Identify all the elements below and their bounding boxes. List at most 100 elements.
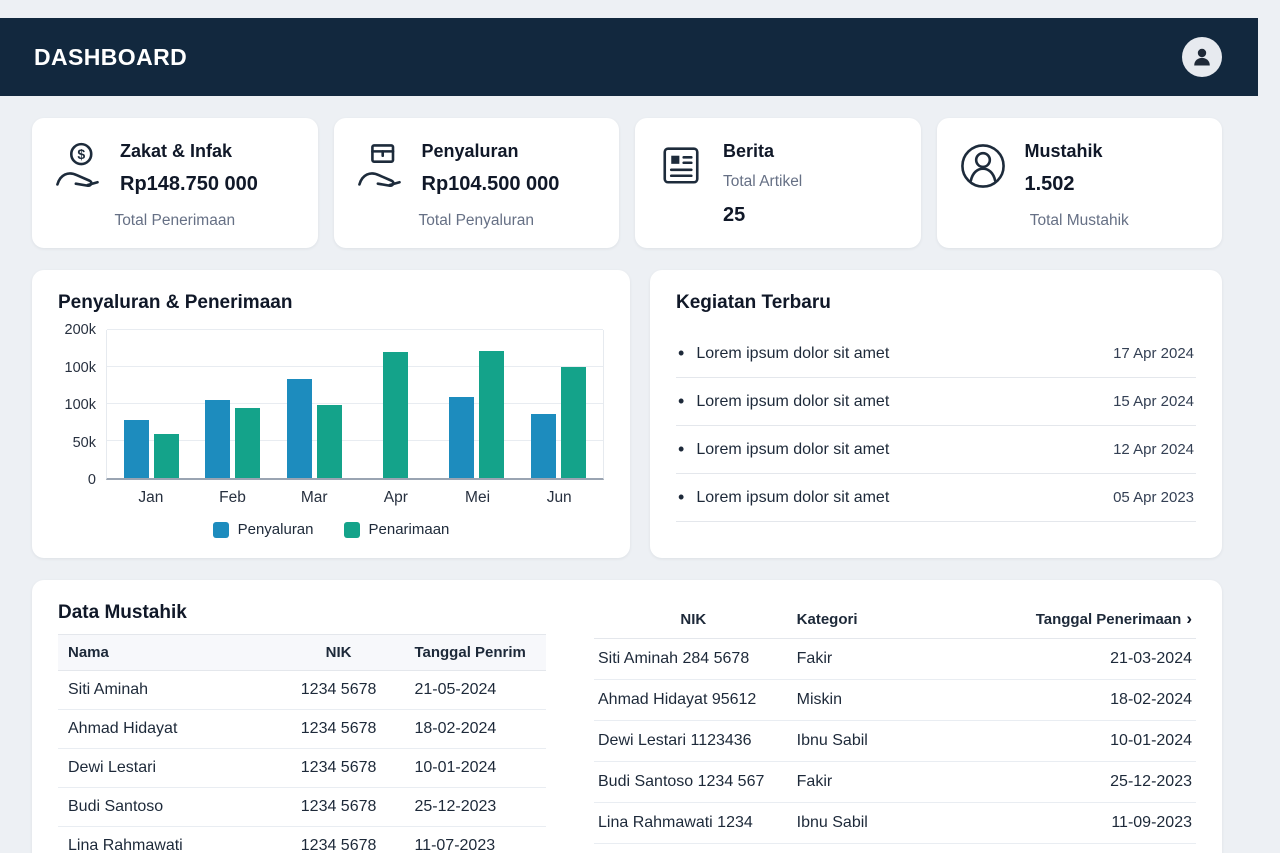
activity-item: • Lorem ipsum dolor sit amet 15 Apr 2024 bbox=[676, 378, 1196, 426]
y-tick-label: 200k bbox=[64, 322, 96, 338]
bar-penyaluran-jan bbox=[124, 419, 150, 478]
table-cell: Dewi Lestari 1123436 bbox=[594, 720, 793, 762]
y-axis: 200k 100k 100k 50k 0 bbox=[58, 322, 106, 488]
table-cell: 11-09-2023 bbox=[997, 802, 1196, 844]
table-cell: 10-01-2024 bbox=[997, 720, 1196, 762]
column-header-label: Kategori bbox=[796, 610, 858, 628]
stat-subtitle: Total Mustahik bbox=[1029, 212, 1129, 229]
bar-plot bbox=[106, 329, 604, 480]
y-tick-label: 50k bbox=[72, 434, 96, 451]
bar-group-apr bbox=[355, 330, 436, 478]
stat-value: Rp104.500 000 bbox=[421, 173, 560, 195]
legend-swatch bbox=[212, 521, 229, 538]
chevron-right-icon: › bbox=[1186, 609, 1192, 628]
table-cell: 25-12-2023 bbox=[404, 787, 546, 827]
table-cell: 25-12-2023 bbox=[997, 761, 1196, 803]
table-row: Dewi Lestari 1234 5678 10-01-2024 bbox=[58, 748, 546, 788]
bar-penyaluran-mar bbox=[286, 378, 312, 478]
page-title: DASHBOARD bbox=[34, 43, 188, 70]
stat-value: 25 bbox=[723, 204, 746, 226]
table-cell: 18-02-2024 bbox=[997, 679, 1196, 721]
x-tick-label: Mei bbox=[465, 489, 491, 506]
chart-title: Penyaluran & Penerimaan bbox=[58, 292, 293, 313]
column-header-label: NIK bbox=[680, 610, 707, 628]
stat-label: Total Artikel bbox=[723, 173, 803, 190]
column-header-label: NIK bbox=[325, 644, 352, 661]
table-cell: Miskin bbox=[792, 679, 998, 721]
activity-item: • Lorem ipsum dolor sit amet 17 Apr 2024 bbox=[676, 330, 1196, 378]
activities-title: Kegiatan Terbaru bbox=[676, 292, 831, 313]
table-cell: 1234 5678 bbox=[272, 709, 405, 749]
column-header-label: Tanggal Penrim bbox=[414, 644, 526, 661]
main-content: $ Zakat & Infak Rp148.750 000 Total Pene… bbox=[0, 96, 1280, 853]
table-row: Lina Rahmawati 1234 Ibnu Sabil 11-09-2023 bbox=[594, 802, 1196, 844]
activity-text: Lorem ipsum dolor sit amet bbox=[696, 488, 890, 506]
table-cell: Ibnu Sabil bbox=[792, 720, 998, 762]
user-avatar-icon bbox=[1190, 45, 1214, 69]
x-tick-label: Jun bbox=[546, 489, 572, 506]
table-row: Siti Aminah 284 5678 Fakir 21-03-2024 bbox=[594, 638, 1196, 680]
column-header-tanggal-penerimaan[interactable]: Tanggal Penerimaan › bbox=[997, 600, 1196, 639]
stat-card-mustahik: Mustahik 1.502 Total Mustahik bbox=[936, 118, 1222, 248]
y-tick-label: 100k bbox=[64, 397, 96, 413]
stat-card-penyaluran: Penyaluran Rp104.500 000 Total Penyalura… bbox=[333, 118, 619, 248]
x-tick-label: Feb bbox=[219, 489, 246, 506]
activity-item: • Lorem ipsum dolor sit amet 05 Apr 2023 bbox=[676, 474, 1196, 522]
bullet-icon: • bbox=[678, 391, 685, 411]
bar-penarimaan-mar bbox=[316, 405, 342, 478]
table-cell: 11-07-2023 bbox=[404, 826, 546, 853]
activity-text: Lorem ipsum dolor sit amet bbox=[696, 344, 890, 362]
table-cell: Siti Aminah bbox=[58, 670, 273, 710]
y-tick-label: 100k bbox=[64, 359, 96, 376]
x-tick-label: Jan bbox=[138, 489, 164, 506]
stat-title: Penyaluran bbox=[421, 141, 519, 161]
bullet-icon: • bbox=[678, 343, 685, 363]
mustahik-table-left: Nama NIK Tanggal Penrim Siti Aminah 1234 56… bbox=[58, 634, 546, 853]
legend-item-penyaluran: Penyaluran bbox=[212, 521, 314, 538]
activity-text: Lorem ipsum dolor sit amet bbox=[696, 392, 890, 410]
bar-penarimaan-feb bbox=[235, 408, 261, 478]
stat-card-zakat: $ Zakat & Infak Rp148.750 000 Total Pene… bbox=[32, 118, 318, 248]
activity-date: 05 Apr 2023 bbox=[1113, 489, 1194, 506]
table-row: Dewi Lestari 1123436 Ibnu Sabil 10-01-2024 bbox=[594, 720, 1196, 762]
berita-news-icon bbox=[655, 140, 707, 192]
table-cell: 21-05-2024 bbox=[404, 670, 546, 710]
data-mustahik-title: Data Mustahik bbox=[58, 602, 187, 623]
x-tick-label: Mar bbox=[300, 489, 328, 506]
mustahik-right-column: NIK Kategori Tanggal Penerimaan › Siti Amin… bbox=[594, 600, 1196, 844]
table-cell: Ahmad Hidayat 95612 bbox=[594, 679, 793, 721]
column-header-label: Nama bbox=[68, 644, 109, 661]
chart-card: Penyaluran & Penerimaan 200k 100k 100k 50k 0… bbox=[32, 270, 630, 558]
table-cell: 1234 5678 bbox=[272, 826, 405, 853]
column-header-nik: NIK bbox=[594, 600, 793, 639]
table-row: Siti Aminah 1234 5678 21-05-2024 bbox=[58, 670, 546, 710]
table-row: Budi Santoso 1234 5678 25-12-2023 bbox=[58, 787, 546, 827]
legend-swatch bbox=[343, 521, 360, 538]
bar-penyaluran-jun bbox=[530, 414, 556, 478]
mustahik-table-right: NIK Kategori Tanggal Penerimaan › Siti Amin… bbox=[594, 600, 1196, 844]
stat-title: Berita bbox=[723, 141, 775, 161]
activities-card: Kegiatan Terbaru • Lorem ipsum dolor sit … bbox=[650, 270, 1222, 558]
bar-penarimaan-jun bbox=[560, 367, 586, 478]
legend-label: Penyaluran bbox=[237, 521, 314, 538]
stat-title: Zakat & Infak bbox=[120, 141, 233, 161]
data-mustahik-card: Data Mustahik Nama NIK Tanggal Penrim Siti… bbox=[32, 580, 1222, 853]
activity-date: 17 Apr 2024 bbox=[1113, 345, 1194, 362]
column-header-nik: NIK bbox=[272, 634, 405, 671]
stat-value: 1.502 bbox=[1024, 173, 1075, 195]
avatar-button[interactable] bbox=[1182, 37, 1222, 77]
table-cell: Dewi Lestari bbox=[58, 748, 273, 788]
table-cell: Siti Aminah 284 5678 bbox=[594, 638, 793, 680]
bar-group-mar bbox=[274, 330, 355, 478]
mustahik-left-column: Data Mustahik Nama NIK Tanggal Penrim Siti… bbox=[58, 600, 546, 853]
bar-penarimaan-apr bbox=[383, 352, 409, 478]
stat-cards-row: $ Zakat & Infak Rp148.750 000 Total Pene… bbox=[32, 118, 1222, 248]
table-cell: Fakir bbox=[792, 638, 998, 680]
column-header-label: Tanggal Penerimaan bbox=[1035, 611, 1182, 628]
x-axis: Jan Feb Mar Apr Mei Jun bbox=[106, 489, 604, 507]
column-header-nama: Nama bbox=[58, 634, 273, 671]
table-cell: Lina Rahmawati bbox=[58, 826, 273, 853]
table-cell: 10-01-2024 bbox=[404, 748, 546, 788]
mustahik-person-icon bbox=[957, 140, 1009, 192]
penyaluran-hand-box-icon bbox=[354, 140, 406, 192]
